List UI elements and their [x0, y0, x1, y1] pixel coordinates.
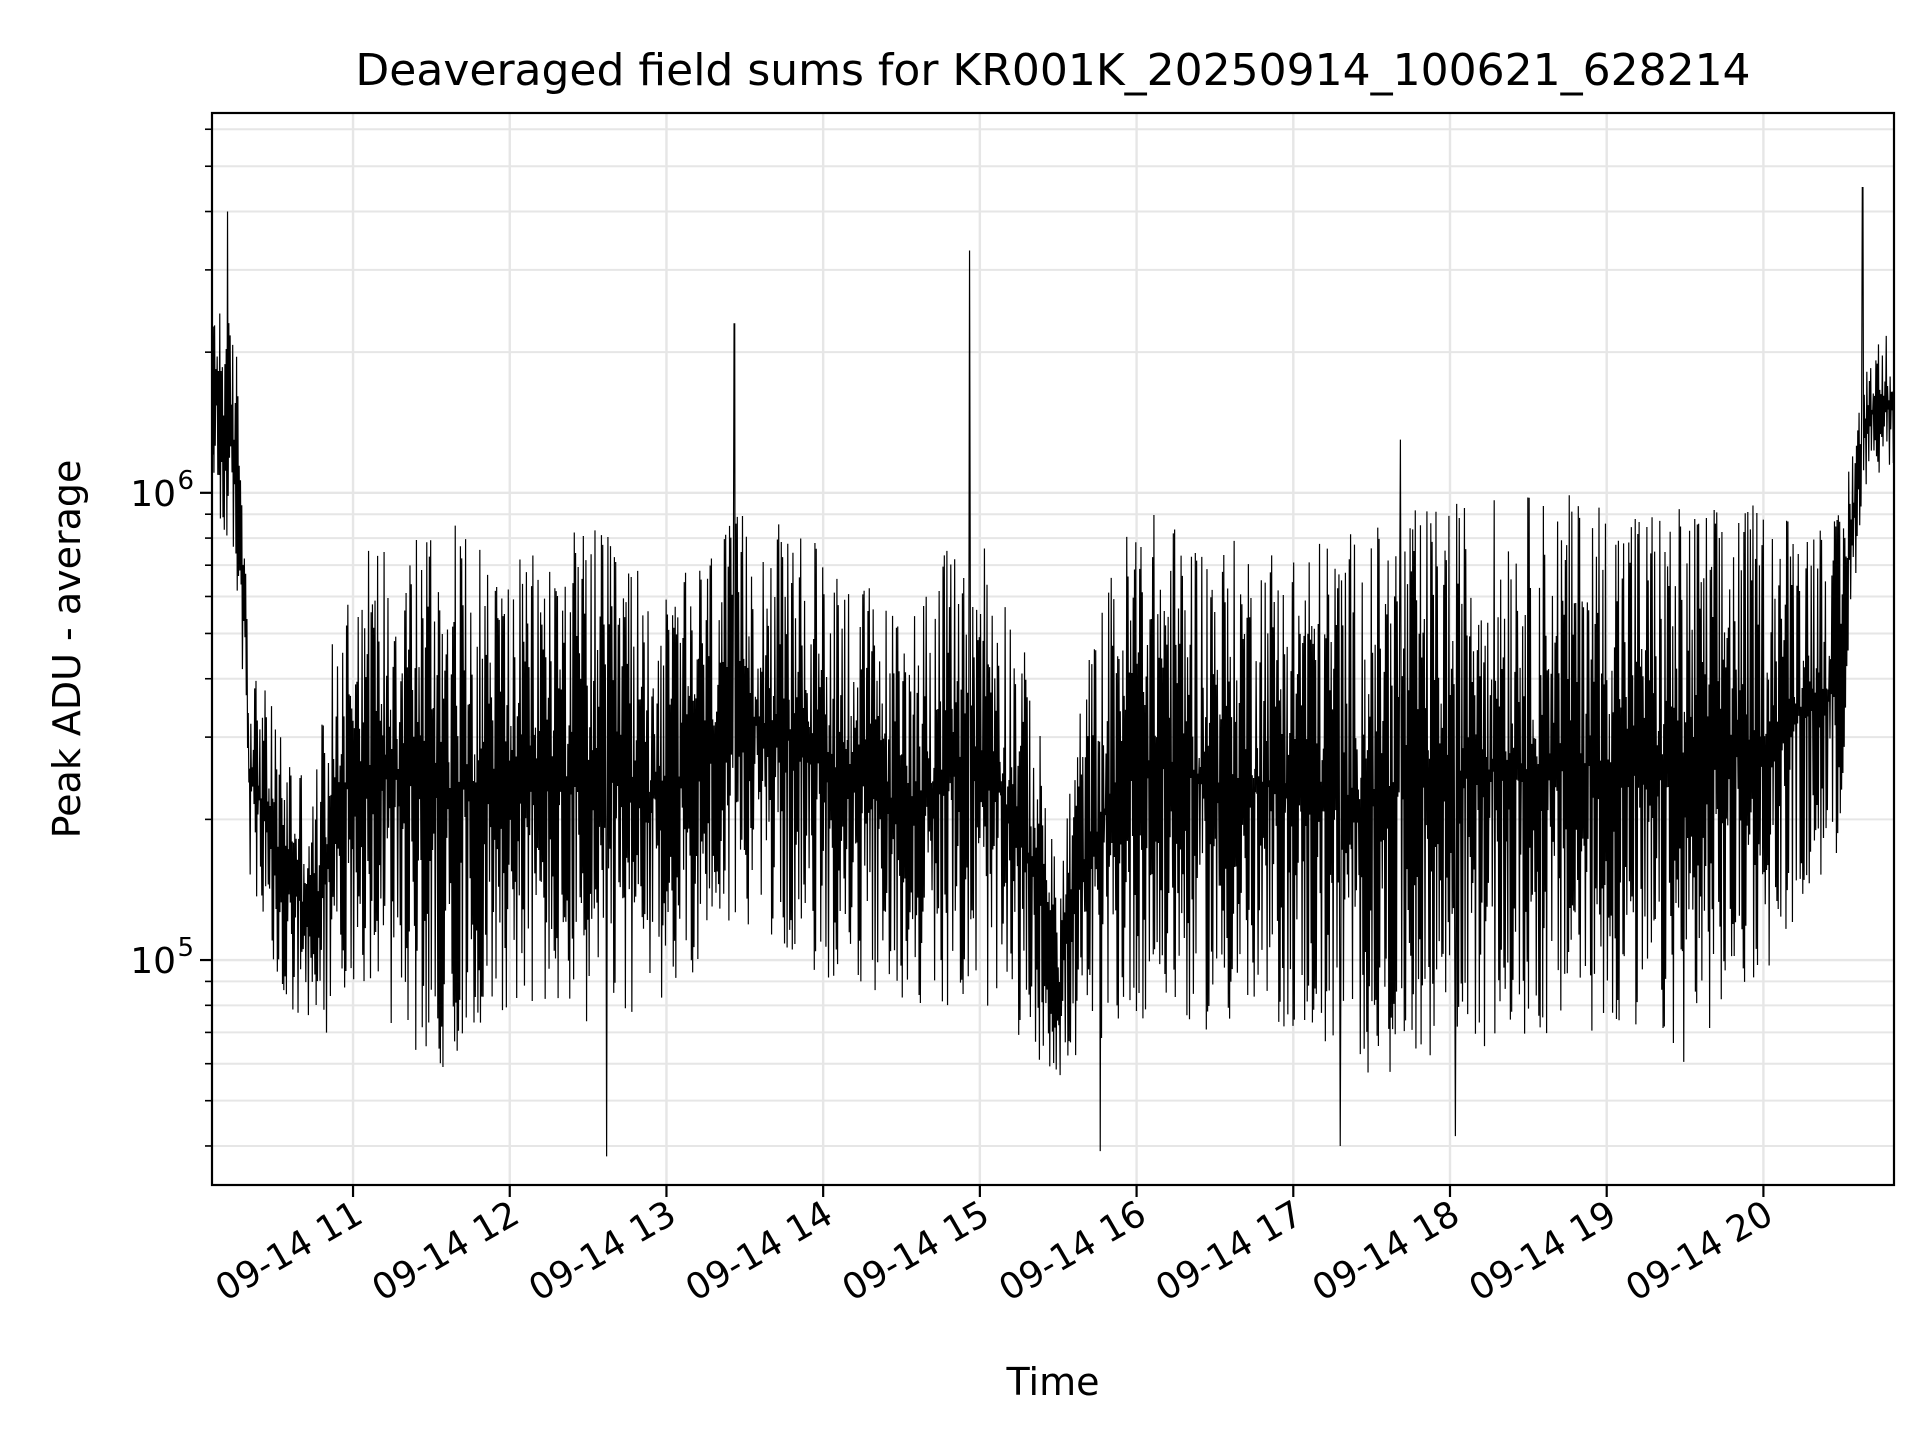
y-tick-exponent: 5: [177, 933, 194, 963]
x-tick-label: 09-14 20: [1619, 1193, 1780, 1309]
plot-area: [211, 187, 1895, 1157]
x-tick-label: 09-14 11: [209, 1193, 370, 1309]
x-tick-label: 09-14 19: [1463, 1193, 1624, 1309]
y-tick-label: 10: [130, 474, 176, 515]
x-tick-label: 09-14 15: [836, 1193, 997, 1309]
y-tick-label: 10: [130, 941, 176, 982]
y-axis-label: Peak ADU - average: [45, 460, 89, 839]
x-tick-label: 09-14 16: [992, 1193, 1153, 1309]
x-tick-label: 09-14 18: [1306, 1193, 1467, 1309]
data-series-line: [211, 187, 1895, 1157]
x-tick-label: 09-14 17: [1149, 1193, 1310, 1309]
x-tick-label: 09-14 14: [679, 1193, 840, 1309]
x-tick-label: 09-14 13: [522, 1193, 683, 1309]
x-tick-label: 09-14 12: [366, 1193, 527, 1309]
axes-frame: [210, 111, 1896, 1187]
chart-title: Deaveraged field sums for KR001K_2025091…: [355, 45, 1750, 96]
y-tick-exponent: 6: [177, 466, 194, 496]
x-axis-label: Time: [1006, 1360, 1100, 1404]
